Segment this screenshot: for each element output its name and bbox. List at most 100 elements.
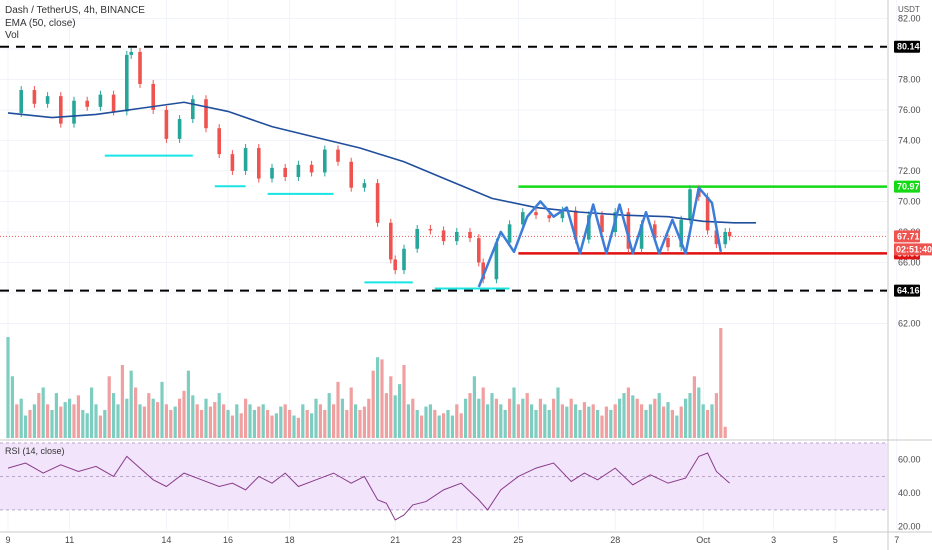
volume-bar (653, 398, 657, 438)
volume-bar (349, 387, 353, 438)
volume-bar (684, 398, 688, 438)
volume-bar (371, 370, 375, 438)
volume-bar (472, 376, 476, 438)
volume-bar (266, 409, 270, 438)
volume-bar (323, 409, 327, 438)
countdown-tag-bg (894, 243, 932, 256)
time-tick-label: 11 (65, 535, 74, 545)
volume-bar (10, 376, 14, 438)
candle-body (72, 100, 76, 124)
candle-body (59, 96, 63, 124)
volume-bar (644, 409, 648, 438)
time-tick-label: 14 (161, 535, 171, 545)
ema-indicator-label[interactable]: EMA (50, close) (5, 18, 76, 29)
candle-body (573, 210, 578, 240)
time-tick-label: Oct (696, 535, 711, 545)
volume-bar (635, 398, 639, 438)
volume-bar (107, 376, 111, 438)
rsi-tick-label: 20.00 (898, 522, 921, 532)
volume-bar (32, 404, 36, 438)
candle-body (481, 262, 485, 280)
volume-bar (494, 398, 498, 438)
volume-bar (288, 409, 292, 438)
volume-bar (248, 404, 252, 438)
volume-bar (596, 409, 600, 438)
volume-bar (486, 404, 490, 438)
ema-line (7, 101, 756, 224)
ema-series (7, 101, 756, 224)
volume-bar (120, 365, 124, 438)
candle-body (129, 51, 133, 55)
rsi-indicator-label[interactable]: RSI (14, close) (5, 446, 65, 456)
volume-bar (142, 406, 146, 438)
level-tag-bg (894, 40, 920, 53)
volume-bar (98, 415, 102, 438)
volume-bar (310, 413, 314, 438)
candle-body (547, 215, 551, 219)
volume-bar (50, 409, 54, 438)
volume-bar (54, 393, 58, 438)
volume-bar (657, 393, 661, 438)
candle-body (323, 149, 327, 173)
pattern-zigzag (477, 186, 723, 288)
volume-bar (547, 409, 551, 438)
volume-bar (59, 406, 63, 438)
volume-bar (169, 409, 173, 438)
volume-bar (138, 404, 142, 438)
volume-bar (477, 398, 481, 438)
volume-bar (591, 404, 595, 438)
candle-body (679, 219, 683, 248)
volume-bar (151, 398, 155, 438)
candle-body (560, 210, 565, 219)
volume-bar (468, 393, 472, 438)
candle-body (191, 99, 195, 120)
candle-body (98, 94, 103, 107)
candle-body (534, 212, 538, 216)
volume-bar (6, 336, 10, 438)
volume-bar (116, 404, 120, 438)
volume-bar (402, 365, 406, 438)
current-price-tag-bg (894, 230, 920, 243)
volume-bar (274, 413, 278, 438)
volume-bar (76, 395, 80, 438)
candle-body (723, 231, 727, 245)
volume-bar (235, 404, 239, 438)
candle-body (666, 238, 670, 248)
candle-body (587, 215, 591, 240)
current-price-tag: 67.71 (897, 231, 920, 241)
volume-bar (411, 398, 415, 438)
volume-bar (582, 402, 586, 438)
volume-bar (283, 404, 287, 438)
candle-body (111, 94, 116, 112)
rsi-line (7, 452, 730, 521)
candle-body (455, 231, 459, 242)
candle-body (507, 224, 512, 243)
volume-bar (719, 328, 723, 438)
countdown-tag: 02:51:40 (896, 244, 932, 254)
volume-bar (481, 387, 485, 438)
time-tick-label: 23 (452, 535, 462, 545)
candle-body (138, 51, 142, 84)
volume-bar (191, 395, 195, 438)
volume-bar (679, 406, 683, 438)
price-tick-label: 62.00 (898, 319, 921, 329)
time-tick-label: 5 (833, 535, 838, 545)
volume-bar (459, 413, 463, 438)
volume-bar (670, 409, 674, 438)
time-tick-label: 28 (610, 535, 620, 545)
volume-bar (666, 402, 670, 438)
volume-bar (428, 404, 432, 438)
volume-bar (103, 409, 107, 438)
candle-body (177, 119, 182, 139)
support-segments (104, 154, 510, 290)
volume-bar (72, 404, 76, 438)
volume-bar (569, 398, 573, 438)
time-tick-label: 9 (5, 535, 10, 545)
candle-body (204, 99, 208, 129)
volume-indicator-label[interactable]: Vol (5, 30, 19, 41)
volume-bar (503, 409, 507, 438)
volume-bar (345, 409, 349, 438)
candle-body (428, 228, 433, 231)
